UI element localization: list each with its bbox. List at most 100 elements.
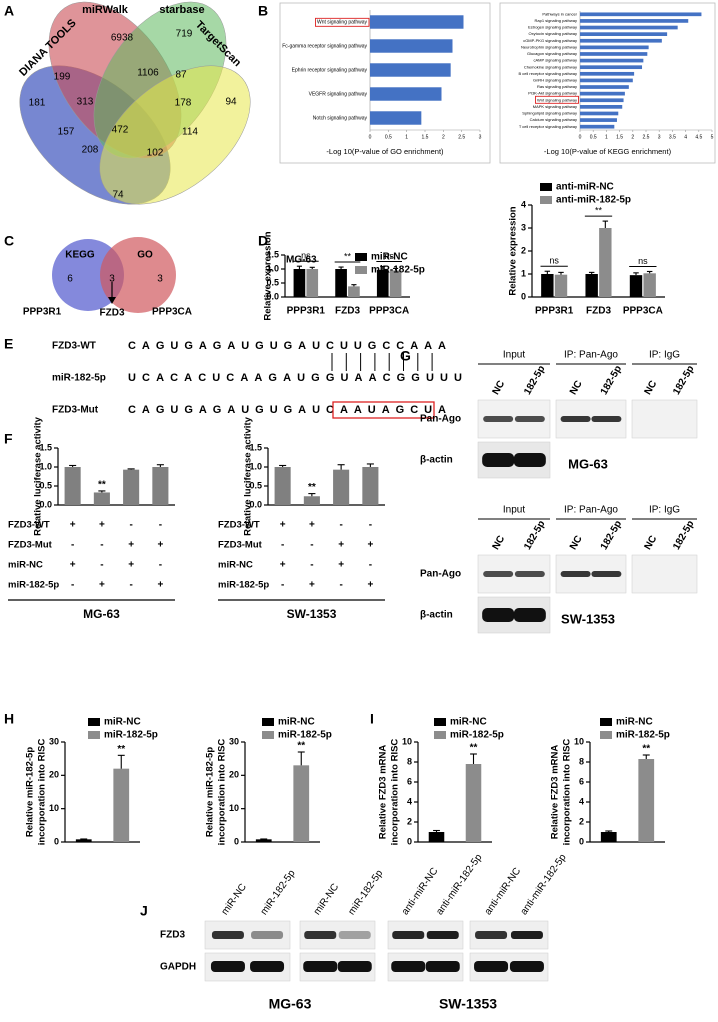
bar [293,765,310,842]
x-tick-label: PPP3R1 [535,306,574,317]
bar [64,467,81,505]
x-tick-label: 1.5 [422,134,429,140]
venn-set-label: starbase [159,4,204,16]
venn-count: 94 [225,97,237,108]
bar [75,839,92,842]
bar [152,467,169,505]
legend-label: miR-182-5p [371,265,425,276]
lane-label: anti-miR-182-5p [519,852,569,917]
x-tick-label: FZD3 [335,306,360,317]
significance-label: ** [642,744,650,755]
venn-c-shapes [52,237,176,313]
y-tick-label: 0 [54,836,59,846]
gene-label: PPP3R1 [23,307,62,318]
cell-line-label: MG-63 [83,607,120,621]
condition-label: FZD3-WT [218,520,260,531]
gene-label: FZD3 [100,308,125,319]
venn-count: 6 [67,274,73,285]
x-tick-label: 4.5 [695,134,702,140]
venn-count: 3 [157,274,163,285]
lane-label: miR-182-5p [259,868,298,917]
legend-swatch [540,196,552,204]
significance-label: ns [549,256,559,266]
blot-band [513,453,546,467]
x-tick-label: FZD3 [586,306,611,317]
x-tick-label: 5 [711,134,714,140]
legend-label: miR-NC [450,717,487,728]
lane-label: NC [568,379,585,397]
category-label: cGMP-PKG signaling pathway [523,38,577,43]
y-tick-label: 4 [407,796,412,806]
x-tick-label: 4 [684,134,687,140]
bar [580,105,623,109]
bar [580,78,633,83]
y-tick-label: 0.0 [266,291,279,301]
bar [580,25,678,30]
bar [348,286,360,297]
legend-label: miR-NC [616,717,653,728]
bar [600,832,617,842]
venn-count: 208 [82,145,99,156]
condition-sign: - [71,540,74,551]
condition-sign: + [70,520,76,531]
significance-label: ** [470,743,478,754]
bar [580,111,619,116]
arrow-head [108,297,116,304]
category-label: Notch signaling pathway [313,115,368,121]
condition-sign: + [70,560,76,571]
x-axis-label: -Log 10(P-value of GO enrichment) [326,147,444,156]
condition-sign: - [100,560,103,571]
blot-band [304,931,337,939]
chart-frame [279,2,491,164]
bar [554,274,568,297]
venn-count: 181 [29,98,46,109]
condition-sign: - [281,540,284,551]
bar [580,65,643,70]
venn-count: 74 [112,190,124,201]
sequence-name: FZD3-Mut [52,405,99,416]
bar [629,275,643,297]
sequence-name: FZD3-WT [52,341,96,352]
bar [389,270,402,297]
condition-sign: + [157,580,163,591]
y-tick-label: 0 [521,291,526,301]
y-tick-label: 0 [407,836,412,846]
x-tick-label: 0 [369,134,372,140]
blot-band [250,961,285,972]
y-tick-label: 0 [234,836,239,846]
y-tick-label: 6 [407,776,412,786]
y-tick-label: 1.0 [39,461,52,471]
condition-sign: + [367,540,373,551]
gene-label: PPP3CA [152,307,192,318]
category-label: Calcium signaling pathway [530,117,577,122]
condition-sign: + [338,560,344,571]
significance-label: ** [297,741,305,752]
blot-band [483,416,514,422]
panel-label: F [4,431,13,447]
row-label: GAPDH [160,962,196,973]
bar [362,467,379,505]
bar [123,469,140,505]
condition-sign: - [310,540,313,551]
lane-label: miR-182-5p [346,868,385,917]
y-axis-label: incorporation into RISC [562,739,573,846]
legend-label: miR-NC [371,252,408,263]
venn-count: 87 [175,70,187,81]
y-tick-label: 0.5 [249,480,262,490]
row-label: Pan-Ago [420,569,461,580]
blot-band [482,608,515,622]
lane-label: anti-miR-NC [483,866,524,917]
panel-label: H [4,711,14,727]
category-label: Estrogen signaling pathway [528,25,577,30]
y-axis-label: Relative miR-182-5p [25,747,36,837]
bar [335,269,347,297]
category-label: GnRH signaling pathway [533,77,577,82]
blot-header: IP: Pan-Ago [564,350,618,361]
condition-sign: - [369,520,372,531]
bar [585,274,598,297]
category-label: MAPK signaling pathway [533,104,577,109]
y-tick-label: 1.5 [39,442,52,452]
category-label: T cell receptor signaling pathway [519,124,577,129]
